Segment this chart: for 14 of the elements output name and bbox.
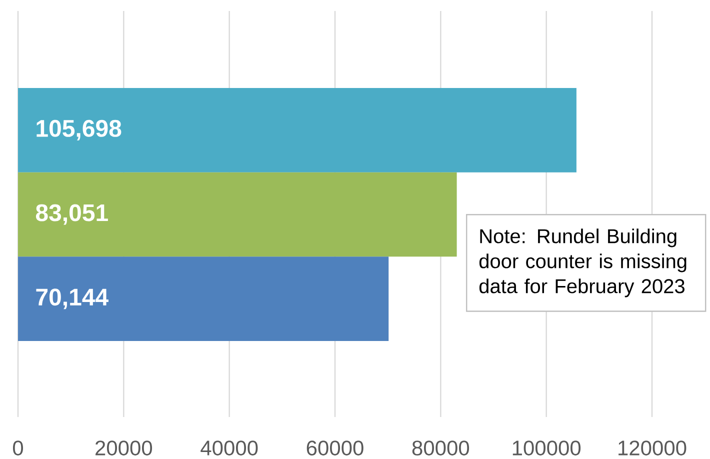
x-tick-label: 120000 — [618, 440, 686, 456]
bar — [18, 172, 457, 257]
bar — [18, 256, 389, 341]
annotation: Note: Rundel Building door counter is missing data for February 2023 — [479, 228, 686, 298]
x-tick-label: 0 — [12, 440, 24, 456]
x-tick-label: 100000 — [512, 440, 581, 456]
x-tick-label: 80000 — [412, 440, 470, 456]
data-label: 83,051 — [36, 204, 108, 225]
x-tick-label: 20000 — [96, 440, 152, 456]
data-label: 105,698 — [36, 120, 122, 140]
bar — [18, 88, 576, 172]
x-tick-label: 60000 — [306, 440, 364, 456]
x-tick-label: 40000 — [200, 440, 258, 456]
data-label: 70,144 — [36, 288, 108, 310]
